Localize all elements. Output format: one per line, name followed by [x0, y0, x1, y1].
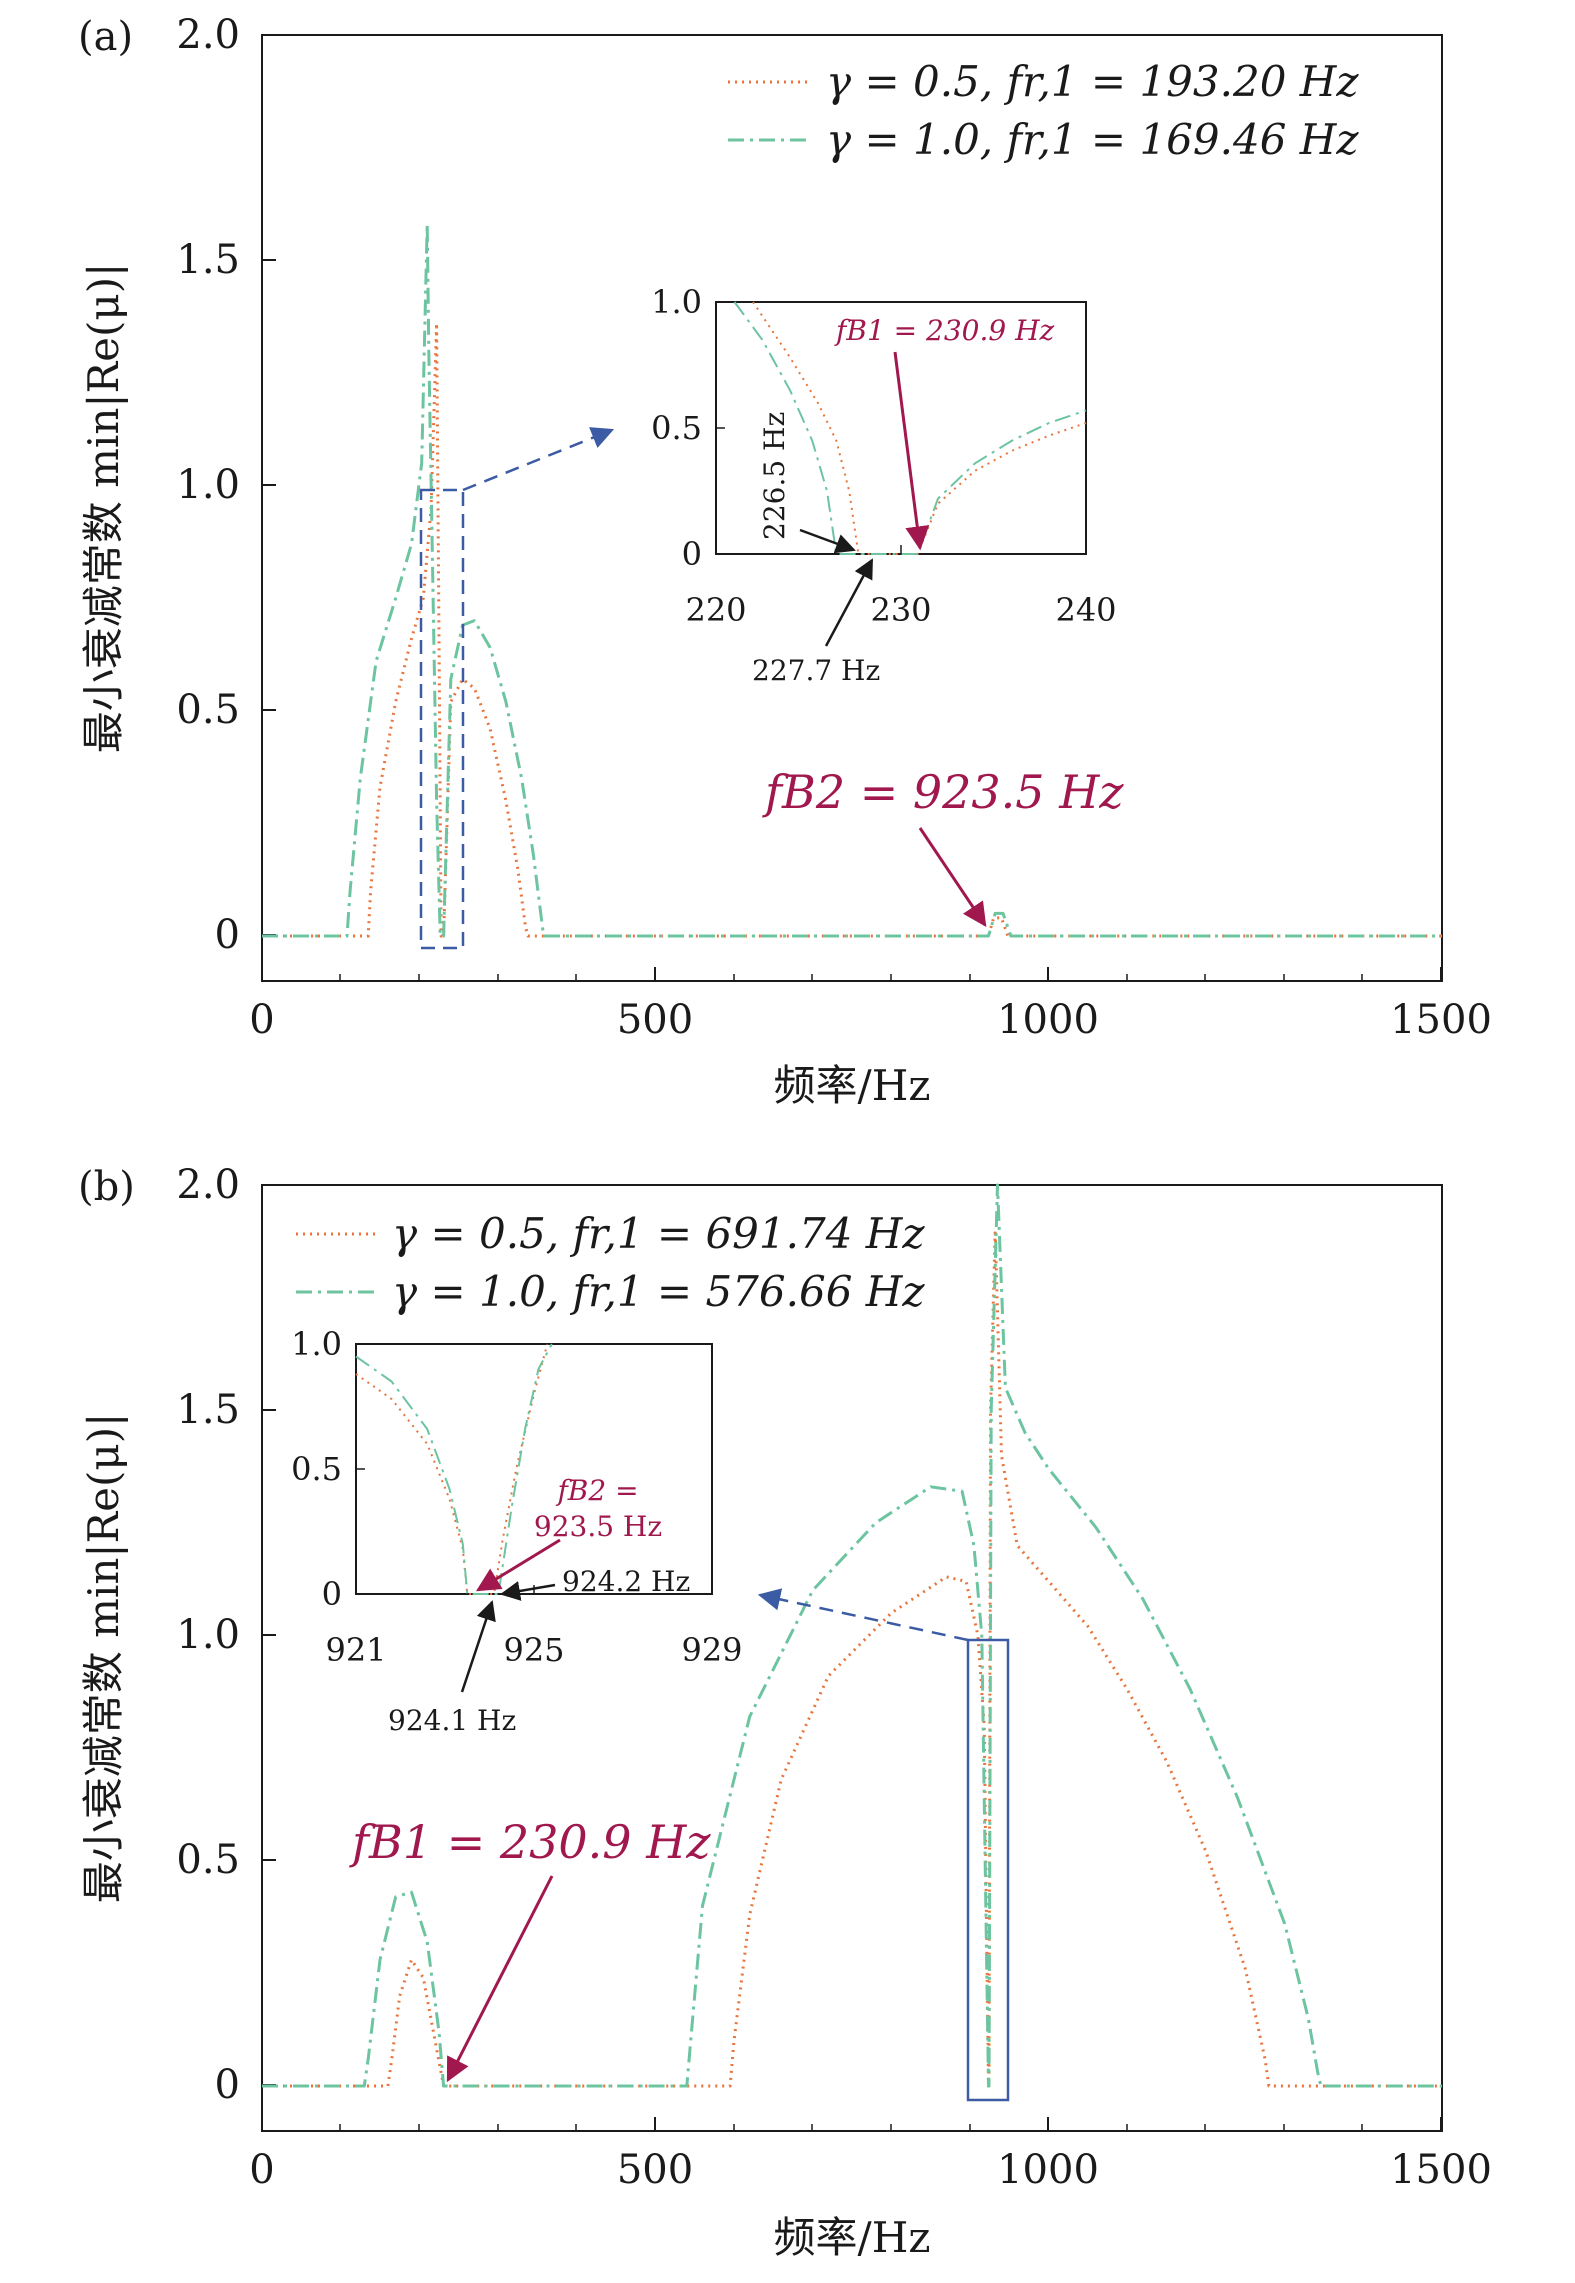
- legend-label: γ = 0.5, fr,1 = 691.74 Hz: [392, 1209, 925, 1258]
- inset-arrow-924-2: [500, 1581, 556, 1601]
- annotation-arrow-fB2: [918, 827, 987, 927]
- inset-frame-b: [355, 1343, 713, 1595]
- y-tick-label: 0.5: [176, 1837, 240, 1883]
- inset-y-tick-label: 0.5: [291, 1450, 342, 1488]
- x-tick-label: 1000: [997, 2147, 1099, 2193]
- zoom-arrow-a: [462, 427, 615, 492]
- panel-label-b: (b): [78, 1164, 135, 1210]
- inset-annotation-fB1: fB1 = 230.9 Hz: [834, 314, 1054, 347]
- x-tick-label: 1000: [997, 997, 1099, 1043]
- inset-y-tick-label: 1.0: [651, 283, 702, 321]
- y-tick-label: 0: [215, 912, 240, 958]
- inset-arrow-226-5: [799, 528, 856, 554]
- x-axis-b: 0 500 1000 1500: [249, 2117, 1492, 2193]
- inset-label-227-7: 227.7 Hz: [752, 654, 880, 687]
- inset-x-tick-label: 230: [870, 591, 931, 629]
- annotation-fB1: fB1 = 230.9 Hz: [349, 1815, 711, 1869]
- inset-arrow-fB1: [893, 351, 930, 551]
- inset-x-tick-label: 220: [685, 591, 746, 629]
- y-axis-label-b: 最小衰减常数 min|Re(μ)|: [79, 1413, 128, 1904]
- inset-label-924-2: 924.2 Hz: [562, 1565, 690, 1598]
- inset-y-tick-label: 0.5: [651, 409, 702, 447]
- panel-a: (a) 0 0.5 1.0 1.5 2.0: [78, 12, 1492, 1110]
- x-tick-label: 1500: [1390, 997, 1492, 1043]
- x-tick-label: 500: [617, 997, 693, 1043]
- y-tick-label: 2.0: [176, 1162, 240, 1208]
- panel-b: (b) 0 0.5 1.0 1.5 2.0: [78, 1162, 1492, 2262]
- panel-label-a: (a): [78, 14, 133, 60]
- legend-b: γ = 0.5, fr,1 = 691.74 Hz γ = 1.0, fr,1 …: [296, 1209, 925, 1316]
- inset-label-226-5: 226.5 Hz: [758, 412, 791, 540]
- y-tick-label: 2.0: [176, 12, 240, 58]
- x-tick-label: 500: [617, 2147, 693, 2193]
- inset-x-tick-label: 925: [503, 1631, 564, 1669]
- inset-a: 220 230 240 0 0.5 1.0 fB1 = 230.9 Hz 226…: [651, 283, 1116, 687]
- inset-arrow-227-7: [824, 558, 874, 647]
- plot-frame-a: [261, 34, 1443, 982]
- inset-frame-a: [715, 301, 1087, 555]
- inset-x-tick-label: 921: [325, 1631, 386, 1669]
- series-line-gamma05: [262, 321, 1442, 938]
- inset-annotation-fB2-line2: 923.5 Hz: [534, 1510, 662, 1543]
- inset-y-tick-label: 0: [682, 535, 702, 573]
- y-tick-label: 1.5: [176, 237, 240, 283]
- inset-x-tick-label: 929: [681, 1631, 742, 1669]
- y-tick-label: 0: [215, 2062, 240, 2108]
- y-tick-label: 1.5: [176, 1387, 240, 1433]
- series-line-gamma10: [262, 222, 1442, 938]
- x-tick-label: 0: [249, 997, 274, 1043]
- inset-arrow-fB2: [475, 1538, 561, 1592]
- y-axis-label-a: 最小衰减常数 min|Re(μ)|: [79, 263, 128, 754]
- inset-annotation-fB2-line1: fB2 =: [555, 1474, 638, 1507]
- zoom-box-a: [419, 488, 465, 950]
- x-tick-label: 1500: [1390, 2147, 1492, 2193]
- legend-a: γ = 0.5, fr,1 = 193.20 Hz γ = 1.0, fr,1 …: [728, 57, 1359, 164]
- y-tick-label: 0.5: [176, 687, 240, 733]
- y-axis-a: 0 0.5 1.0 1.5 2.0: [176, 12, 276, 958]
- inset-series-group-a: [733, 301, 1087, 555]
- y-tick-label: 1.0: [176, 1612, 240, 1658]
- series-line-gamma05: [262, 1228, 1442, 2088]
- inset-label-924-1: 924.1 Hz: [388, 1704, 516, 1737]
- x-axis-a: 0 500 1000 1500: [249, 967, 1492, 1043]
- annotation-arrow-fB1: [446, 1875, 554, 2083]
- inset-y-tick-label: 1.0: [291, 1325, 342, 1363]
- legend-label: γ = 1.0, fr,1 = 169.46 Hz: [826, 115, 1359, 164]
- legend-label: γ = 0.5, fr,1 = 193.20 Hz: [826, 57, 1359, 106]
- annotation-fB2: fB2 = 923.5 Hz: [762, 765, 1124, 819]
- x-axis-label-b: 频率/Hz: [774, 2213, 931, 2262]
- zoom-box-b: [966, 1638, 1010, 2102]
- x-axis-label-a: 频率/Hz: [774, 1061, 931, 1110]
- inset-y-tick-label: 0: [322, 1575, 342, 1613]
- plot-frame-b: [261, 1184, 1443, 2132]
- series-group-b: [262, 1183, 1442, 2088]
- x-tick-label: 0: [249, 2147, 274, 2193]
- y-tick-label: 1.0: [176, 462, 240, 508]
- y-axis-b: 0 0.5 1.0 1.5 2.0: [176, 1162, 276, 2108]
- zoom-arrow-b: [757, 1588, 969, 1642]
- legend-label: γ = 1.0, fr,1 = 576.66 Hz: [392, 1267, 925, 1316]
- series-group-a: [262, 222, 1442, 938]
- series-line-gamma10: [262, 1183, 1442, 2088]
- inset-arrow-924-1: [460, 1600, 496, 1693]
- series-line-gamma10: [733, 301, 1087, 555]
- inset-b: 921 925 929 0 0.5 1.0 fB2 = 923.5 Hz 924…: [291, 1325, 742, 1737]
- inset-x-tick-label: 240: [1055, 591, 1116, 629]
